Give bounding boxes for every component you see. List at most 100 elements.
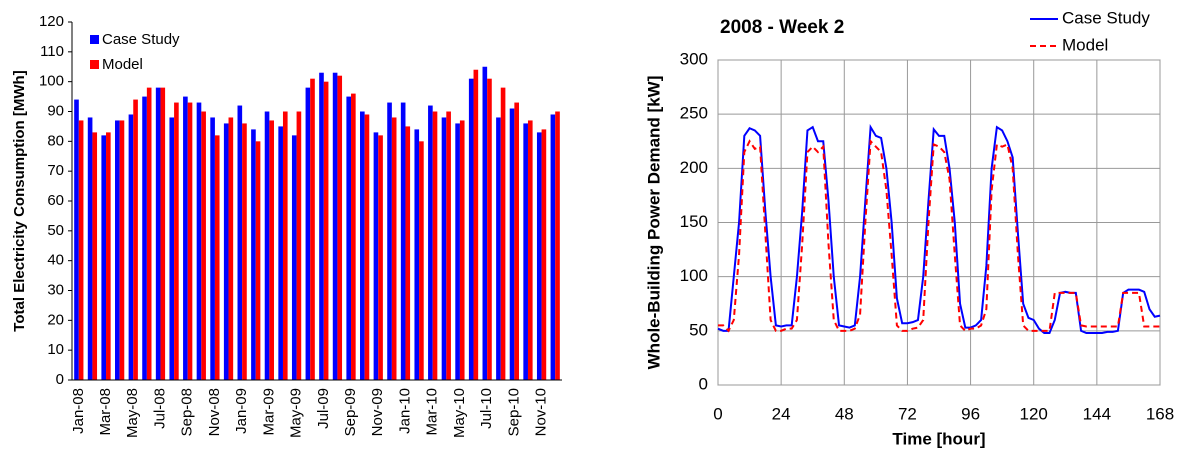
x-tick-label: Mar-10 [424, 388, 441, 436]
bar [78, 120, 84, 380]
bar [509, 108, 515, 381]
bar [487, 78, 492, 380]
x-tick-label: Jan-08 [70, 388, 87, 434]
legend-label: Model [1062, 35, 1108, 54]
bar [323, 81, 329, 381]
bar [133, 99, 138, 381]
bar [432, 111, 438, 380]
x-tick-label: Sep-10 [505, 388, 522, 436]
bar [536, 132, 542, 380]
x-tick-label: Jul-09 [315, 388, 332, 429]
bar [251, 129, 256, 380]
x-tick-label: 120 [1020, 404, 1048, 423]
bar [106, 132, 111, 380]
bar [500, 87, 506, 380]
bar [496, 117, 501, 380]
y-tick-label: 100 [39, 73, 64, 90]
bar [183, 96, 188, 380]
bar [523, 123, 528, 380]
legend-swatch [90, 35, 99, 44]
legend-label: Model [102, 56, 143, 73]
legend-label: Case Study [1062, 8, 1150, 27]
x-tick-label: 24 [772, 404, 791, 423]
x-axis-label: Time [hour] [892, 429, 985, 448]
y-axis-label: Whole-Building Power Demand [kW] [644, 76, 663, 370]
bar [319, 72, 324, 380]
series-line [717, 123, 1161, 334]
x-tick-label: Mar-08 [97, 388, 114, 436]
bar [223, 123, 229, 380]
bar [169, 117, 175, 380]
y-tick-label: 110 [40, 43, 64, 60]
bar [405, 126, 411, 381]
bar [119, 120, 125, 380]
bar [414, 129, 420, 380]
bar [468, 78, 474, 380]
y-tick-label: 250 [680, 104, 708, 123]
y-tick-label: 20 [47, 311, 64, 328]
x-tick-label: Jul-08 [151, 388, 168, 429]
bar [351, 93, 356, 380]
series-line [718, 138, 1160, 333]
bar [378, 135, 383, 380]
y-tick-label: 200 [680, 158, 708, 177]
y-tick-label: 90 [47, 102, 64, 119]
bar [364, 114, 370, 380]
bar [87, 117, 93, 380]
bar [310, 78, 315, 380]
bar [550, 114, 556, 380]
bar [214, 135, 220, 380]
bar [291, 135, 297, 380]
chart-title: 2008 - Week 2 [720, 17, 844, 38]
y-tick-label: 80 [47, 132, 64, 149]
bar [92, 132, 98, 380]
x-tick-label: Nov-10 [533, 388, 550, 436]
bar [455, 123, 460, 380]
bar [242, 123, 247, 380]
y-tick-label: 50 [689, 320, 708, 339]
bar [305, 87, 311, 380]
bar [387, 102, 392, 381]
bar [155, 87, 161, 380]
bar [332, 72, 338, 380]
bar [196, 102, 202, 381]
bar [237, 105, 243, 381]
bar [337, 75, 343, 380]
bar [473, 69, 479, 380]
bar [174, 102, 179, 381]
bar [346, 96, 352, 380]
bar [278, 126, 283, 381]
bar [142, 96, 147, 380]
y-tick-label: 120 [39, 13, 64, 30]
bar [201, 111, 206, 380]
x-tick-label: May-10 [451, 388, 468, 438]
bar [228, 117, 234, 380]
bar [400, 102, 406, 381]
bar [264, 111, 270, 380]
bar [128, 114, 134, 380]
x-tick-label: 72 [898, 404, 917, 423]
y-tick-label: 60 [47, 192, 64, 209]
x-tick-label: Mar-09 [260, 388, 277, 436]
bar [146, 87, 152, 380]
x-tick-label: Nov-08 [206, 388, 223, 436]
y-tick-label: 70 [47, 162, 64, 179]
bar [360, 111, 365, 380]
y-axis-label: Total Electricity Consumption [MWh] [11, 70, 28, 331]
y-tick-label: 300 [680, 49, 708, 68]
x-tick-label: Nov-09 [369, 388, 386, 436]
y-tick-label: 100 [680, 266, 708, 285]
bar [115, 120, 120, 380]
bar [419, 141, 424, 380]
y-tick-label: 0 [56, 371, 64, 388]
y-tick-label: 30 [47, 281, 64, 298]
bar [210, 117, 215, 380]
bar [514, 102, 519, 381]
bar [482, 66, 488, 380]
x-tick-label: 168 [1146, 404, 1174, 423]
bar [428, 105, 433, 381]
x-tick-label: Sep-09 [342, 388, 359, 436]
bar [441, 117, 447, 380]
x-tick-label: May-09 [288, 388, 305, 438]
x-tick-label: Sep-08 [179, 388, 196, 436]
